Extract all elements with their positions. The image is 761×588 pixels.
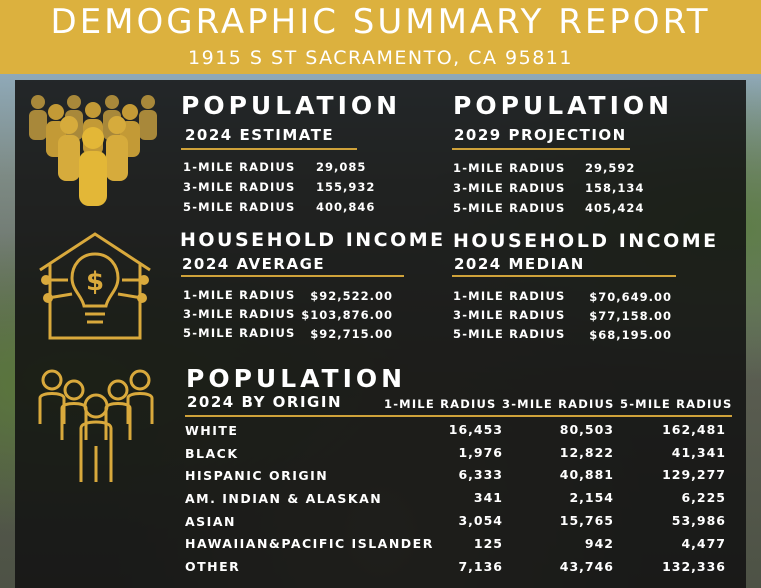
origin-value: 43,746	[559, 559, 614, 574]
origin-value: 2,154	[569, 490, 614, 505]
divider	[452, 275, 676, 277]
population-2029-value: 29,592	[585, 161, 636, 175]
origin-value: 3,054	[458, 513, 503, 528]
origin-title: POPULATION	[186, 364, 407, 393]
origin-row-label: ASIAN	[185, 514, 236, 529]
origin-value: 40,881	[559, 467, 614, 482]
origin-row-label: HISPANIC ORIGIN	[185, 468, 329, 483]
divider	[181, 275, 404, 277]
income-median-value: $70,649.00	[589, 290, 672, 304]
origin-value: 6,225	[681, 490, 726, 505]
divider	[185, 415, 732, 417]
origin-value: 4,477	[681, 536, 726, 551]
income-average-title: HOUSEHOLD INCOME	[180, 229, 446, 251]
origin-row-label: HAWAIIAN&PACIFIC ISLANDER	[185, 536, 434, 551]
origin-value: 7,136	[458, 559, 503, 574]
population-2024-label: 5-MILE RADIUS	[183, 200, 296, 214]
population-2029-label: 5-MILE RADIUS	[453, 201, 566, 215]
origin-value: 341	[473, 490, 503, 505]
income-average-label: 1-MILE RADIUS	[183, 288, 296, 302]
origin-column-header: 3-MILE RADIUS	[502, 397, 615, 411]
income-median-value: $68,195.00	[589, 328, 672, 342]
origin-row-label: BLACK	[185, 446, 239, 461]
origin-value: 942	[584, 536, 614, 551]
population-2029-label: 3-MILE RADIUS	[453, 181, 566, 195]
income-median-title: HOUSEHOLD INCOME	[453, 230, 719, 252]
population-2024-subtitle: 2024 ESTIMATE	[185, 126, 335, 144]
origin-value: 80,503	[559, 422, 614, 437]
origin-value: 15,765	[559, 513, 614, 528]
origin-value: 16,453	[448, 422, 503, 437]
origin-value: 132,336	[662, 559, 726, 574]
origin-subtitle: 2024 BY ORIGIN	[187, 393, 342, 411]
population-2024-value: 29,085	[316, 160, 367, 174]
population-2024-label: 1-MILE RADIUS	[183, 160, 296, 174]
origin-column-header: 1-MILE RADIUS	[384, 397, 497, 411]
report-title: DEMOGRAPHIC SUMMARY REPORT	[50, 2, 711, 42]
population-2029-value: 158,134	[585, 181, 645, 195]
income-average-label: 3-MILE RADIUS	[183, 307, 296, 321]
summary-panel	[15, 80, 746, 588]
divider	[452, 148, 630, 150]
income-median-value: $77,158.00	[589, 309, 672, 323]
income-median-label: 5-MILE RADIUS	[453, 327, 566, 341]
income-average-value: $103,876.00	[301, 308, 393, 322]
income-average-subtitle: 2024 AVERAGE	[182, 255, 326, 273]
origin-value: 125	[473, 536, 503, 551]
origin-column-header: 5-MILE RADIUS	[620, 397, 733, 411]
divider	[181, 148, 357, 150]
income-median-subtitle: 2024 MEDIAN	[454, 255, 585, 273]
origin-value: 41,341	[671, 445, 726, 460]
origin-row-label: OTHER	[185, 559, 241, 574]
origin-value: 6,333	[458, 467, 503, 482]
population-2024-value: 400,846	[316, 200, 376, 214]
property-address: 1915 S ST SACRAMENTO, CA 95811	[188, 47, 573, 69]
origin-value: 129,277	[662, 467, 726, 482]
house-lightbulb-dollar-icon: $	[39, 232, 151, 340]
origin-row-label: AM. INDIAN & ALASKAN	[185, 491, 383, 506]
population-2029-label: 1-MILE RADIUS	[453, 161, 566, 175]
income-average-label: 5-MILE RADIUS	[183, 326, 296, 340]
origin-row-label: WHITE	[185, 423, 239, 438]
group-people-icon	[38, 369, 154, 482]
population-2029-value: 405,424	[585, 201, 645, 215]
income-average-value: $92,715.00	[310, 327, 393, 341]
population-2024-title: POPULATION	[181, 91, 402, 120]
population-2024-label: 3-MILE RADIUS	[183, 180, 296, 194]
svg-text:$: $	[86, 267, 104, 297]
income-average-value: $92,522.00	[310, 289, 393, 303]
report-header: DEMOGRAPHIC SUMMARY REPORT 1915 S ST SAC…	[0, 0, 761, 74]
origin-value: 53,986	[671, 513, 726, 528]
origin-value: 1,976	[458, 445, 503, 460]
income-median-label: 1-MILE RADIUS	[453, 289, 566, 303]
population-2029-subtitle: 2029 PROJECTION	[454, 126, 627, 144]
population-2029-title: POPULATION	[453, 91, 674, 120]
income-median-label: 3-MILE RADIUS	[453, 308, 566, 322]
origin-value: 162,481	[662, 422, 726, 437]
population-2024-value: 155,932	[316, 180, 376, 194]
origin-value: 12,822	[559, 445, 614, 460]
crowd-icon	[29, 95, 157, 206]
